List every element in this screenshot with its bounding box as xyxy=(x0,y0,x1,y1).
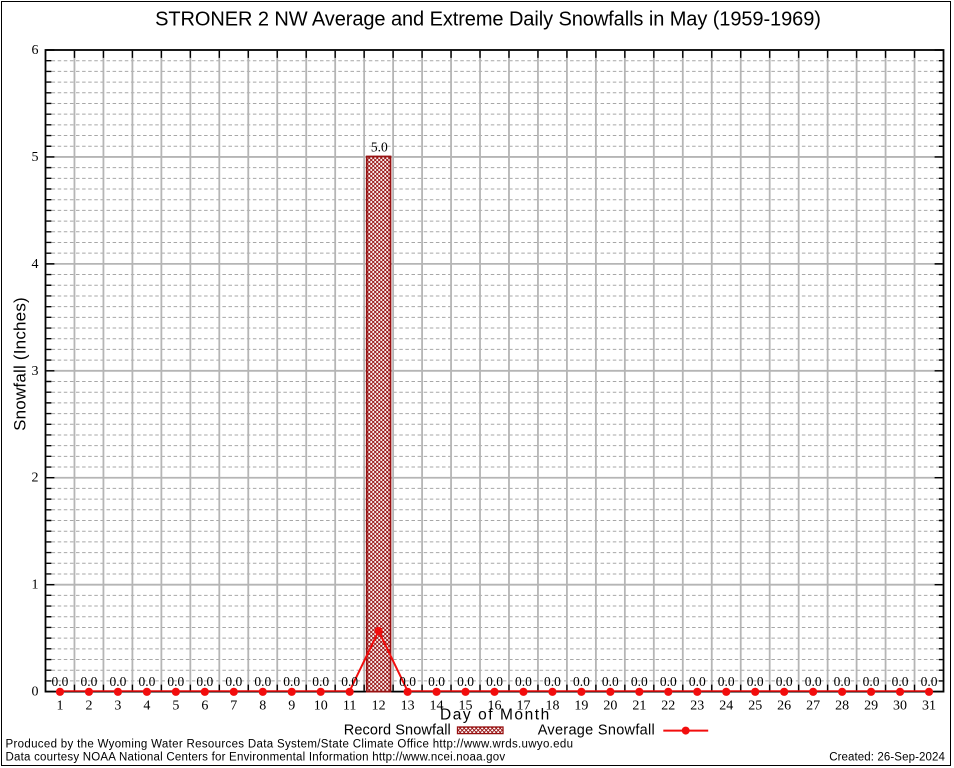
svg-text:18: 18 xyxy=(545,698,559,713)
svg-text:9: 9 xyxy=(288,698,295,713)
svg-text:0.0: 0.0 xyxy=(167,674,184,689)
svg-text:13: 13 xyxy=(401,698,415,713)
svg-text:0: 0 xyxy=(32,685,39,700)
svg-text:0.0: 0.0 xyxy=(341,674,358,689)
svg-text:21: 21 xyxy=(632,698,646,713)
svg-text:0.0: 0.0 xyxy=(863,674,880,689)
svg-text:0.0: 0.0 xyxy=(486,674,503,689)
svg-text:7: 7 xyxy=(230,698,237,713)
svg-text:24: 24 xyxy=(719,698,733,713)
svg-text:0.0: 0.0 xyxy=(138,674,155,689)
svg-text:6: 6 xyxy=(32,43,39,58)
svg-text:5: 5 xyxy=(32,150,39,165)
svg-text:0.0: 0.0 xyxy=(254,674,271,689)
svg-text:Produced by the Wyoming Water: Produced by the Wyoming Water Resources … xyxy=(6,739,574,751)
svg-text:STRONER 2 NW Average and Extre: STRONER 2 NW Average and Extreme Daily S… xyxy=(155,8,821,30)
svg-text:8: 8 xyxy=(259,698,266,713)
svg-text:30: 30 xyxy=(893,698,907,713)
svg-text:26: 26 xyxy=(777,698,791,713)
svg-text:Snowfall (Inches): Snowfall (Inches) xyxy=(11,297,30,431)
svg-text:Average Snowfall: Average Snowfall xyxy=(538,722,655,738)
svg-text:0.0: 0.0 xyxy=(225,674,242,689)
svg-text:Day of Month: Day of Month xyxy=(440,706,551,723)
svg-text:27: 27 xyxy=(806,698,820,713)
svg-text:0.0: 0.0 xyxy=(544,674,561,689)
svg-text:0.0: 0.0 xyxy=(602,674,619,689)
svg-text:0.0: 0.0 xyxy=(52,674,69,689)
svg-text:0.0: 0.0 xyxy=(312,674,329,689)
svg-text:12: 12 xyxy=(372,698,386,713)
svg-text:28: 28 xyxy=(835,698,849,713)
svg-text:Data courtesy NOAA National Ce: Data courtesy NOAA National Centers for … xyxy=(6,752,506,764)
svg-text:10: 10 xyxy=(314,698,328,713)
svg-text:22: 22 xyxy=(661,698,675,713)
svg-text:0.0: 0.0 xyxy=(457,674,474,689)
svg-text:1: 1 xyxy=(56,698,63,713)
svg-text:0.0: 0.0 xyxy=(776,674,793,689)
svg-text:16: 16 xyxy=(488,698,502,713)
svg-text:15: 15 xyxy=(459,698,473,713)
svg-text:0.0: 0.0 xyxy=(428,674,445,689)
svg-text:11: 11 xyxy=(343,698,356,713)
svg-text:5.0: 5.0 xyxy=(371,139,388,154)
svg-text:0.0: 0.0 xyxy=(399,674,416,689)
svg-text:5: 5 xyxy=(172,698,179,713)
svg-text:6: 6 xyxy=(201,698,208,713)
svg-text:0.0: 0.0 xyxy=(660,674,677,689)
svg-text:0.0: 0.0 xyxy=(196,674,213,689)
svg-text:Record Snowfall: Record Snowfall xyxy=(344,722,451,738)
svg-text:1: 1 xyxy=(32,578,39,593)
svg-text:0.0: 0.0 xyxy=(109,674,126,689)
svg-text:0.0: 0.0 xyxy=(892,674,909,689)
svg-text:19: 19 xyxy=(574,698,588,713)
svg-text:23: 23 xyxy=(690,698,704,713)
svg-text:29: 29 xyxy=(864,698,878,713)
svg-text:2: 2 xyxy=(32,471,39,486)
svg-text:0.0: 0.0 xyxy=(834,674,851,689)
svg-text:25: 25 xyxy=(748,698,762,713)
svg-text:0.0: 0.0 xyxy=(515,674,532,689)
svg-text:Created: 26-Sep-2024: Created: 26-Sep-2024 xyxy=(829,752,945,764)
svg-text:3: 3 xyxy=(32,364,39,379)
svg-text:0.0: 0.0 xyxy=(573,674,590,689)
svg-text:0.0: 0.0 xyxy=(689,674,706,689)
svg-text:17: 17 xyxy=(516,698,530,713)
svg-text:0.0: 0.0 xyxy=(283,674,300,689)
svg-text:20: 20 xyxy=(603,698,617,713)
svg-text:2: 2 xyxy=(85,698,92,713)
svg-text:31: 31 xyxy=(922,698,936,713)
svg-text:0.0: 0.0 xyxy=(805,674,822,689)
svg-text:0.0: 0.0 xyxy=(921,674,938,689)
svg-text:3: 3 xyxy=(114,698,121,713)
svg-text:0.0: 0.0 xyxy=(747,674,764,689)
svg-text:14: 14 xyxy=(430,698,444,713)
svg-text:4: 4 xyxy=(32,257,39,272)
svg-text:0.0: 0.0 xyxy=(81,674,98,689)
svg-text:4: 4 xyxy=(143,698,150,713)
svg-text:0.0: 0.0 xyxy=(718,674,735,689)
svg-text:0.0: 0.0 xyxy=(631,674,648,689)
